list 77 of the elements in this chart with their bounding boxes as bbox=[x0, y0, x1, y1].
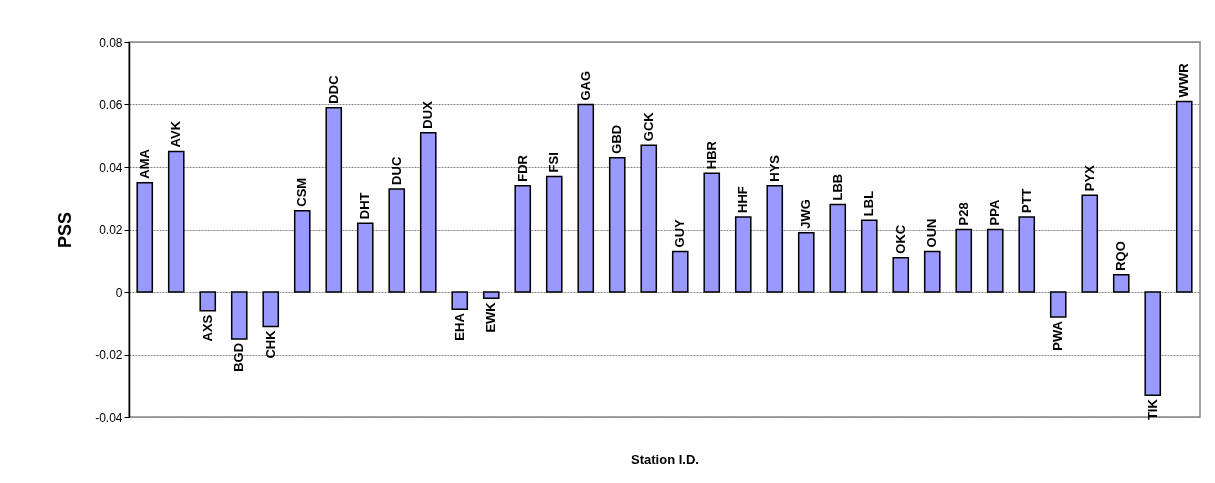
x-tick-label: DUX bbox=[420, 100, 436, 129]
bar bbox=[892, 256, 910, 293]
x-tick-label: EWK bbox=[483, 301, 499, 333]
x-tick-label: AXS bbox=[199, 314, 215, 342]
bar bbox=[829, 203, 847, 293]
bar bbox=[419, 131, 437, 293]
bar bbox=[766, 185, 784, 293]
x-tick-label: P28 bbox=[955, 202, 971, 226]
x-tick-label: DDC bbox=[325, 74, 341, 104]
bar bbox=[451, 291, 469, 310]
x-tick-label: FSI bbox=[546, 152, 562, 173]
x-tick-label: PWA bbox=[1050, 320, 1066, 351]
bar bbox=[230, 291, 248, 340]
x-tick-label: LBB bbox=[829, 173, 845, 201]
bar bbox=[860, 219, 878, 293]
x-tick-label: GAG bbox=[577, 70, 593, 101]
bar bbox=[955, 228, 973, 293]
y-tick-label: 0 bbox=[115, 285, 123, 300]
bar bbox=[608, 156, 626, 293]
x-tick-label: HBR bbox=[703, 140, 719, 170]
bar bbox=[923, 250, 941, 293]
x-tick-label: DUC bbox=[388, 156, 404, 185]
x-tick-label: JWG bbox=[798, 199, 814, 229]
bar bbox=[325, 106, 343, 293]
x-tick-label: OUN bbox=[924, 218, 940, 248]
x-tick-label: PPA bbox=[987, 199, 1003, 226]
bar bbox=[199, 291, 217, 312]
x-tick-label: AMA bbox=[136, 148, 152, 179]
bar bbox=[1175, 100, 1193, 293]
bar bbox=[514, 185, 532, 293]
y-tick-label: -0.02 bbox=[95, 348, 123, 362]
bar bbox=[136, 181, 154, 293]
x-tick-label: HHF bbox=[735, 186, 751, 213]
x-tick-label: DHT bbox=[357, 192, 373, 220]
x-tick-label: GBD bbox=[609, 124, 625, 154]
x-tick-label: PTT bbox=[1018, 188, 1034, 213]
bar bbox=[1081, 194, 1099, 293]
y-tick-label: 0.02 bbox=[99, 223, 123, 237]
y-tick-label: 0.04 bbox=[99, 160, 123, 175]
x-tick-label: RQO bbox=[1113, 241, 1129, 271]
y-tick-label: -0.04 bbox=[95, 410, 123, 425]
x-axis-title: Station I.D. bbox=[631, 451, 699, 467]
x-tick-label: AVK bbox=[168, 120, 184, 148]
x-tick-label: WWR bbox=[1176, 62, 1192, 98]
bar bbox=[262, 291, 280, 328]
bar bbox=[640, 144, 658, 293]
y-tick-label: 0.06 bbox=[99, 98, 123, 112]
bar bbox=[986, 228, 1004, 293]
x-tick-label: GUY bbox=[672, 218, 688, 248]
bar bbox=[356, 222, 374, 293]
x-tick-label: OKC bbox=[892, 224, 908, 254]
bar bbox=[797, 231, 815, 293]
bar bbox=[703, 172, 721, 293]
bar bbox=[1049, 291, 1067, 318]
bar bbox=[1018, 216, 1036, 293]
bar bbox=[545, 175, 563, 293]
x-tick-label: EHA bbox=[451, 312, 467, 341]
bar bbox=[1112, 274, 1130, 293]
x-tick-label: HYS bbox=[766, 154, 782, 182]
bar bbox=[482, 291, 500, 299]
x-tick-label: PYX bbox=[1081, 164, 1097, 192]
bar bbox=[734, 216, 752, 293]
x-tick-label: LBL bbox=[861, 190, 877, 217]
x-tick-label: CHK bbox=[262, 329, 278, 359]
bar bbox=[577, 103, 595, 293]
x-tick-label: GCK bbox=[640, 111, 656, 142]
bar bbox=[293, 210, 311, 293]
bar bbox=[167, 150, 185, 293]
bar bbox=[1144, 291, 1162, 396]
x-tick-label: TIK bbox=[1144, 398, 1160, 421]
bar bbox=[388, 188, 406, 293]
x-tick-label: CSM bbox=[294, 177, 310, 207]
x-tick-label: BGD bbox=[231, 342, 247, 372]
bar bbox=[671, 250, 689, 293]
y-axis-title: PSS bbox=[55, 211, 76, 249]
y-tick-label: 0.08 bbox=[99, 35, 123, 50]
x-tick-label: FDR bbox=[514, 154, 530, 182]
